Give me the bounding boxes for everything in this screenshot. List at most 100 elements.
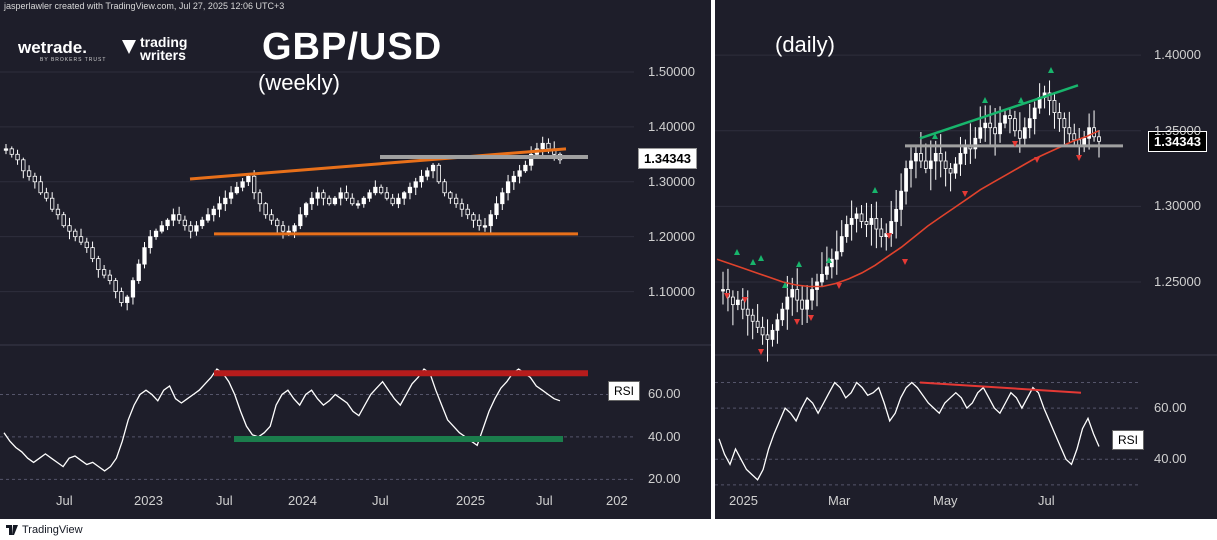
buy-signal-marker	[826, 257, 832, 263]
candle-body	[50, 197, 55, 210]
candle-body	[943, 160, 948, 169]
buy-signal-marker	[734, 249, 740, 255]
candle-body	[130, 280, 136, 298]
footer-bar	[0, 519, 1217, 540]
price-tick-label: 1.35000	[1154, 122, 1201, 138]
candle-body	[909, 160, 913, 169]
candle-body	[805, 299, 809, 310]
candle-body	[1032, 107, 1037, 120]
sell-signal-marker	[794, 319, 800, 325]
candle-body	[448, 192, 453, 199]
candle-body	[327, 197, 332, 205]
candle-body	[477, 219, 482, 227]
candle-body	[511, 175, 516, 183]
candle-body	[148, 236, 153, 249]
tradingwriters-logo-line2: writers	[140, 47, 186, 63]
candle-body	[948, 168, 953, 174]
price-tick-label: 1.30000	[648, 173, 695, 189]
weekly-chart-panel[interactable]: jasperlawler created with TradingView.co…	[0, 0, 711, 519]
candle-body	[263, 203, 268, 216]
daily-chart-panel[interactable]: (daily) 1.34343 RSI 1.40000 1.35000 1.3000…	[715, 0, 1217, 519]
candle-body	[829, 258, 834, 268]
candle-body	[32, 175, 37, 183]
candle-body	[735, 299, 740, 306]
candle-body	[176, 214, 182, 221]
moving-average-line	[716, 129, 1100, 288]
sell-signal-marker	[962, 191, 968, 197]
candle-body	[344, 192, 349, 199]
price-tick-label: 1.25000	[1154, 273, 1201, 289]
candle-body	[505, 181, 511, 194]
sell-signal-marker	[724, 293, 730, 299]
candle-body	[44, 192, 49, 199]
candle-body	[1003, 115, 1007, 124]
candle-body	[436, 164, 441, 183]
tradingwriters-logo-icon	[122, 40, 136, 54]
candle-body	[973, 137, 978, 150]
candle-body	[834, 251, 839, 260]
candle-body	[790, 289, 795, 298]
buy-signal-marker	[872, 187, 878, 193]
candle-body	[252, 175, 257, 194]
attribution-text: jasperlawler created with TradingView.co…	[4, 1, 285, 11]
candle-body	[332, 197, 338, 205]
candle-body	[839, 236, 844, 253]
sell-signal-marker	[902, 259, 908, 265]
rsi-line	[718, 381, 1100, 481]
candle-body	[731, 296, 735, 306]
candle-body	[933, 153, 938, 162]
candle-body	[546, 142, 551, 150]
candle-body	[378, 186, 384, 194]
candle-body	[825, 266, 829, 275]
sell-signal-marker	[886, 233, 892, 239]
candle-body	[21, 159, 26, 172]
candle-body	[217, 203, 222, 210]
sell-signal-marker	[1012, 141, 1018, 147]
candle-body	[234, 186, 239, 194]
candle-body	[1022, 127, 1027, 139]
candle-body	[800, 299, 805, 310]
candle-body	[482, 225, 488, 228]
candle-body	[780, 308, 785, 321]
buy-signal-marker	[1018, 97, 1024, 103]
candle-body	[188, 225, 193, 232]
candle-body	[223, 197, 228, 205]
candle-body	[755, 320, 760, 328]
candle-body	[760, 326, 765, 336]
price-tick-label: 1.10000	[648, 283, 695, 299]
tradingview-logo-icon	[6, 525, 18, 535]
candle-body	[257, 192, 263, 205]
candle-body	[894, 208, 899, 222]
candle-body	[119, 291, 124, 303]
candle-body	[321, 192, 326, 199]
green-resistance-trendline	[919, 84, 1079, 140]
chart-title: GBP/USD	[262, 26, 443, 68]
candle-body	[9, 148, 14, 155]
candle-body	[923, 160, 928, 169]
candle-body	[246, 175, 251, 183]
candle-body	[292, 225, 297, 232]
candle-body	[1072, 133, 1077, 141]
candle-body	[303, 203, 309, 216]
candle-body	[107, 274, 113, 281]
candle-body	[765, 334, 770, 340]
candle-body	[228, 192, 234, 199]
rsi-divergence-line	[919, 381, 1082, 394]
time-tick-label: 2025	[456, 493, 485, 508]
candle-body	[928, 160, 933, 169]
candle-body	[1013, 118, 1017, 132]
chart-subtitle: (weekly)	[258, 70, 340, 95]
candle-body	[938, 153, 943, 162]
candle-body	[844, 224, 849, 237]
candle-body	[540, 142, 545, 150]
tradingwriters-logo-text: trading writers	[140, 35, 187, 63]
buy-signal-marker	[796, 261, 802, 267]
candle-body	[153, 230, 159, 238]
candle-body	[770, 329, 775, 340]
buy-signal-marker	[782, 282, 788, 288]
candle-body	[993, 127, 997, 135]
rsi-label-badge: RSI	[608, 381, 641, 401]
candle-body	[879, 228, 884, 237]
candle-body	[3, 148, 9, 151]
candle-body	[165, 219, 170, 227]
